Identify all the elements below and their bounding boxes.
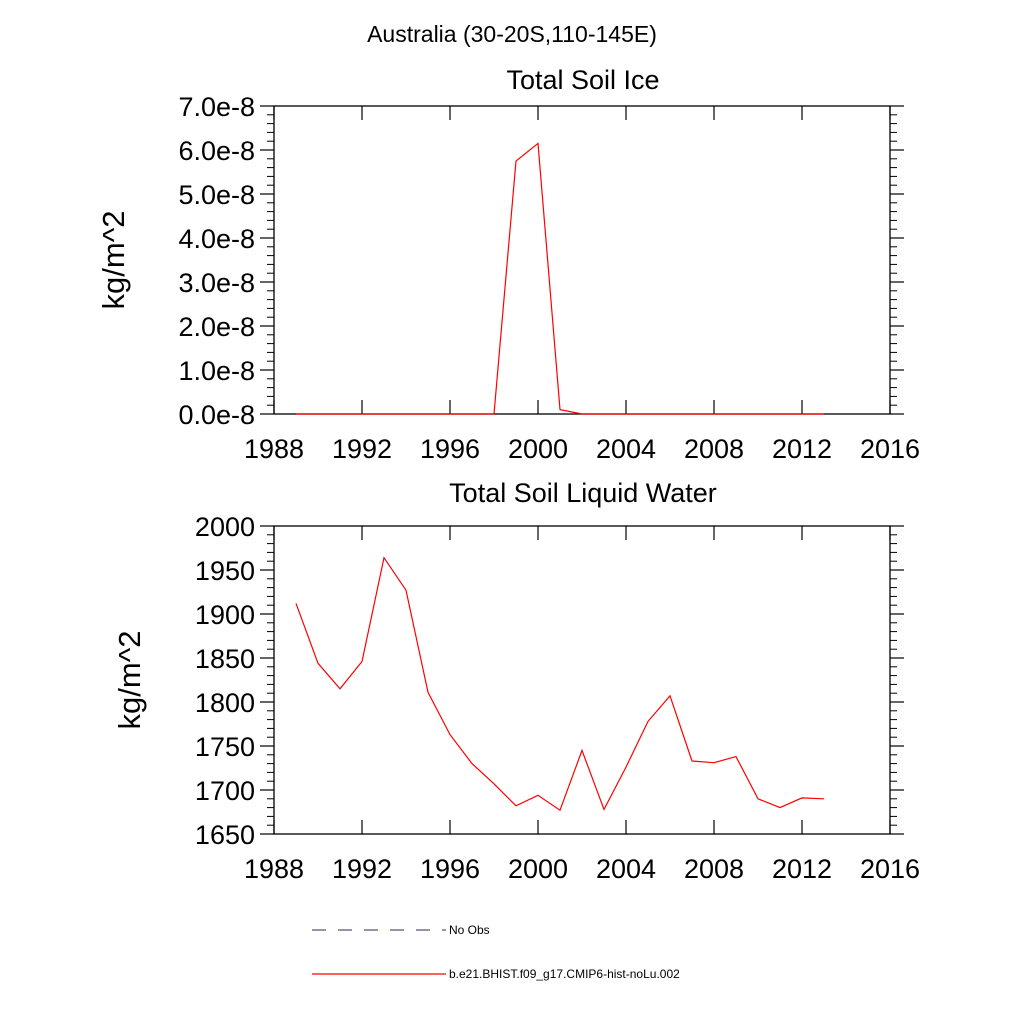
soil-ice-plot-frame [273, 105, 891, 415]
soil-ice-x-tick-label: 1996 [420, 434, 480, 464]
soil-liquid-axes: 1988 1992 1996 2000 2004 2008 2012 2016 1650 1700… [195, 512, 920, 884]
soil-liquid-y-tick-label: 1700 [195, 776, 255, 806]
soil-ice-x-tick-label: 2008 [684, 434, 744, 464]
soil-liquid-ylabel: kg/m^2 [112, 631, 147, 730]
figure-title: Australia (30-20S,110-145E) [367, 21, 657, 47]
soil-liquid-y-tick-label: 1950 [195, 556, 255, 586]
soil-liquid-y-tick-label: 1650 [195, 820, 255, 850]
soil-liquid-title: Total Soil Liquid Water [449, 478, 717, 508]
soil-liquid-series [295, 556, 825, 812]
legend: No Obs b.e21.BHIST.f09_g17.CMIP6-hist-no… [312, 923, 680, 981]
soil-ice-x-tick-label: 2016 [860, 434, 920, 464]
soil-liquid-x-tick-label: 1996 [420, 854, 480, 884]
soil-liquid-series-line [295, 556, 825, 812]
soil-liquid-y-tick-label: 1750 [195, 732, 255, 762]
soil-ice-y-tick-label: 5.0e-8 [178, 180, 255, 210]
soil-ice-y-tick-label: 3.0e-8 [178, 268, 255, 298]
soil-ice-axes: 1988 1992 1996 2000 2004 2008 2012 2016 0.0e-8 1.… [178, 92, 920, 464]
soil-liquid-panel: Total Soil Liquid Water kg/m^2 1988 1992 1… [112, 478, 920, 884]
soil-ice-panel: Total Soil Ice kg/m^2 1988 1992 1996 2000 20… [96, 65, 920, 464]
soil-liquid-x-tick-label: 2008 [684, 854, 744, 884]
soil-liquid-x-tick-label: 2004 [596, 854, 656, 884]
soil-liquid-y-tick-label: 1800 [195, 688, 255, 718]
soil-liquid-plot-frame [273, 525, 891, 835]
soil-ice-title: Total Soil Ice [506, 65, 659, 95]
soil-liquid-x-tick-label: 1988 [244, 854, 304, 884]
legend-no-obs-label: No Obs [449, 923, 490, 937]
soil-liquid-x-tick-label: 2012 [772, 854, 832, 884]
soil-ice-x-tick-label: 2004 [596, 434, 656, 464]
soil-ice-y-tick-label: 4.0e-8 [178, 224, 255, 254]
soil-liquid-y-tick-label: 1850 [195, 644, 255, 674]
soil-ice-y-tick-label: 1.0e-8 [178, 356, 255, 386]
soil-ice-x-tick-label: 2012 [772, 434, 832, 464]
soil-liquid-x-tick-label: 1992 [332, 854, 392, 884]
soil-liquid-x-tick-label: 2016 [860, 854, 920, 884]
soil-ice-y-tick-label: 6.0e-8 [178, 136, 255, 166]
soil-ice-series-line [296, 142, 824, 415]
soil-ice-x-tick-label: 1992 [332, 434, 392, 464]
soil-ice-x-tick-label: 1988 [244, 434, 304, 464]
soil-ice-y-tick-label: 7.0e-8 [178, 92, 255, 122]
soil-ice-x-tick-label: 2000 [508, 434, 568, 464]
soil-ice-series [296, 142, 824, 415]
soil-ice-ylabel: kg/m^2 [96, 211, 131, 310]
soil-ice-y-tick-label: 0.0e-8 [178, 400, 255, 430]
legend-model-label: b.e21.BHIST.f09_g17.CMIP6-hist-noLu.002 [449, 967, 680, 981]
soil-ice-y-tick-label: 2.0e-8 [178, 312, 255, 342]
soil-liquid-x-tick-label: 2000 [508, 854, 568, 884]
soil-liquid-y-tick-label: 2000 [195, 512, 255, 542]
soil-liquid-y-tick-label: 1900 [195, 600, 255, 630]
